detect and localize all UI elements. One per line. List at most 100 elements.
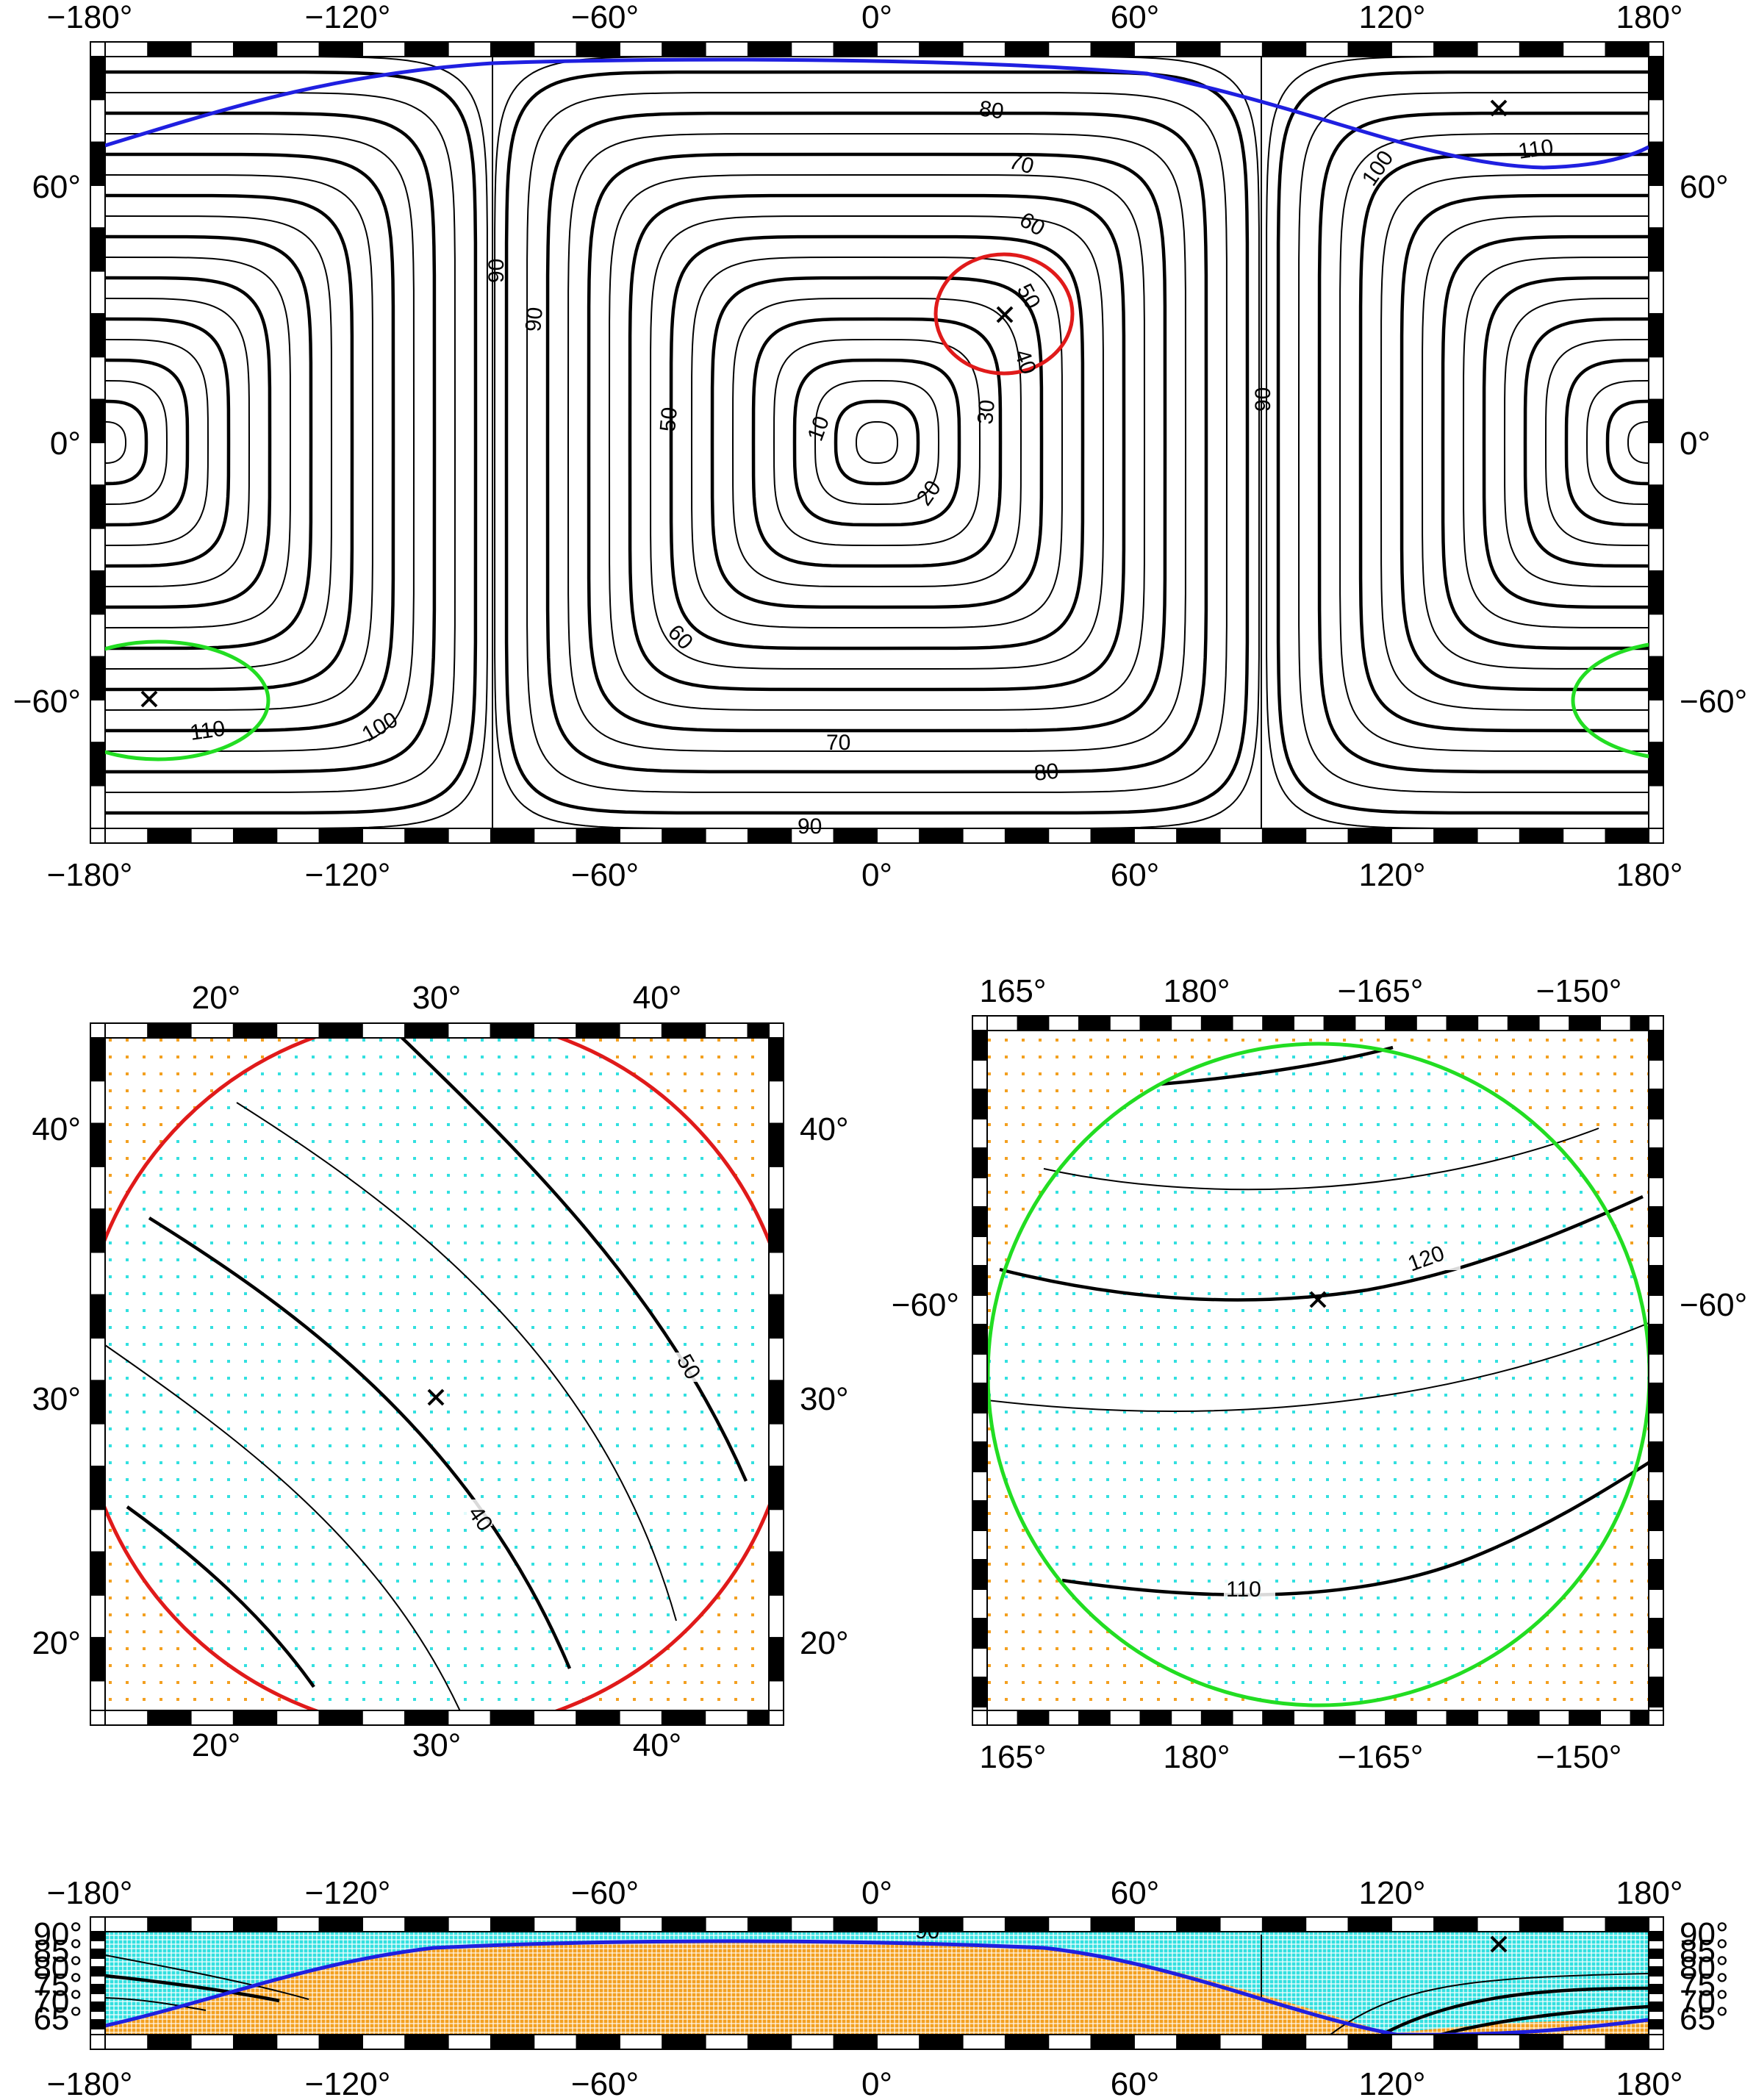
frame-corner <box>1648 1710 1664 1726</box>
global-contours <box>105 57 1649 830</box>
lat-tick-label: 30° <box>800 1381 849 1417</box>
frame-segment <box>1648 1471 1664 1502</box>
lon-tick-label: −180° <box>47 2066 133 2100</box>
frame-segment <box>90 570 106 615</box>
contour-line <box>1159 1045 1394 1086</box>
frame-segment <box>1648 1957 1664 1968</box>
frame-segment <box>90 2019 106 2029</box>
frame-segment <box>1261 41 1307 57</box>
contour-line <box>834 399 920 486</box>
frame-segment <box>1231 1710 1264 1726</box>
lon-tick-label: −165° <box>1338 973 1424 1009</box>
frame-segment <box>1476 41 1521 57</box>
frame-segment <box>618 1710 663 1726</box>
frame-segment <box>576 828 620 844</box>
lon-tick-label: −60° <box>571 1875 639 1911</box>
frame-segment <box>1648 2028 1664 2035</box>
frame-segment <box>1433 2034 1478 2050</box>
frame-segment <box>90 1037 106 1082</box>
frame-segment <box>1170 1710 1203 1726</box>
frame-segment <box>90 1637 106 1682</box>
frame-segment <box>1090 828 1135 844</box>
frame-segment <box>90 613 106 658</box>
frame-segment <box>1648 1966 1664 1977</box>
frame-segment <box>1648 1265 1664 1296</box>
contour-line <box>649 215 1105 670</box>
frame-segment <box>1519 1916 1564 1932</box>
frame-segment <box>1293 1015 1325 1031</box>
frame-segment <box>1090 2034 1135 2050</box>
frame-segment <box>1219 1916 1264 1932</box>
frame-segment <box>1090 1916 1135 1932</box>
frame-segment <box>276 41 320 57</box>
contour-line <box>105 317 231 568</box>
frame-segment <box>790 1916 835 1932</box>
frame-segment <box>1305 2034 1350 2050</box>
frame-corner <box>90 41 106 57</box>
frame-segment <box>1176 2034 1221 2050</box>
lon-tick-label: 0° <box>861 857 892 893</box>
frame-segment <box>1477 1015 1509 1031</box>
frame-segment <box>1599 1710 1632 1726</box>
frame-segment <box>768 1208 784 1253</box>
frame-segment <box>875 2034 921 2050</box>
frame-segment <box>1648 1949 1664 1959</box>
frame-segment <box>1176 41 1221 57</box>
frame-segment <box>232 1710 278 1726</box>
frame-segment <box>404 828 449 844</box>
frame-segment <box>90 1294 106 1339</box>
contour-line <box>105 379 168 506</box>
lon-tick-label: −150° <box>1536 1739 1622 1775</box>
frame-segment <box>704 1710 749 1726</box>
contour-line <box>105 215 333 670</box>
frame-segment <box>747 41 792 57</box>
contour-label: 110 <box>1226 1577 1261 1602</box>
lon-tick-label: 0° <box>861 0 892 35</box>
frame-segment <box>90 1422 106 1467</box>
contour-line <box>1544 338 1649 547</box>
frame-segment <box>972 1147 988 1178</box>
frame-segment <box>490 1022 535 1039</box>
strip-panel: 90 −180° −120° −60° 0° 60° 120° 180° −18… <box>33 1875 1728 2100</box>
contour-label: 110 <box>188 717 226 745</box>
frame-segment <box>190 2034 234 2050</box>
frame-segment <box>1507 1710 1540 1726</box>
frame-segment <box>318 828 363 844</box>
global-lat-labels: 60° 0° −60° 60° 0° −60° <box>13 169 1747 720</box>
frame-segment <box>318 1022 363 1039</box>
frame-segment <box>90 356 106 401</box>
contour-label: 80 <box>978 96 1006 123</box>
frame-segment <box>1219 2034 1264 2050</box>
global-markers <box>140 99 1508 708</box>
zoom-ne-panel: 40 50 20° 30° 40° 20° 30° 40° 40° 30° 20… <box>32 980 848 1763</box>
circle-sw-west <box>105 639 270 761</box>
lon-tick-label: 165° <box>979 1739 1046 1775</box>
lon-tick-label: 0° <box>861 1875 892 1911</box>
contour-label: 90 <box>1251 387 1275 412</box>
frame-corner <box>768 1022 784 1039</box>
label-backdrop <box>463 1499 492 1526</box>
lon-tick-label: 30° <box>412 980 462 1016</box>
frame-segment <box>1415 1015 1448 1031</box>
lat-tick-label: 0° <box>50 426 81 462</box>
frame-segment <box>490 1710 535 1726</box>
global-bottom-lon-labels: −180° −120° −60° 0° 60° 120° 180° <box>47 857 1683 893</box>
frame-segment <box>90 398 106 443</box>
zoom-ne-lat-labels: 40° 30° 20° 40° 30° 20° <box>32 1111 848 1661</box>
frame-segment <box>104 1916 149 1932</box>
contour-label: 10 <box>803 413 834 445</box>
frame-segment <box>533 2034 578 2050</box>
contour-line <box>773 338 981 547</box>
frame-segment <box>972 1236 988 1266</box>
frame-segment <box>1347 2034 1392 2050</box>
frame-segment <box>1476 828 1521 844</box>
frame-segment <box>972 1530 988 1560</box>
frame-segment <box>1347 1916 1392 1932</box>
frame-segment <box>919 1916 964 1932</box>
frame-segment <box>490 2034 535 2050</box>
frame-segment <box>1648 1984 1664 1994</box>
contour-line <box>105 256 292 629</box>
contour-line <box>1330 1973 1649 2035</box>
frame-segment <box>1176 1916 1221 1932</box>
frame-segment <box>972 1177 988 1208</box>
